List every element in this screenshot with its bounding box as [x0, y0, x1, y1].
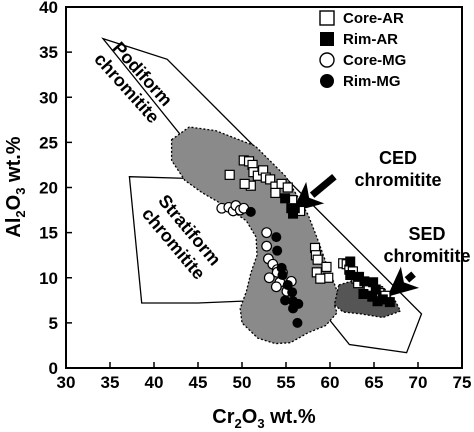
point-core-mg	[270, 281, 282, 293]
y-tick-label: 25	[39, 133, 58, 152]
legend-item-rim-ar: Rim-AR	[320, 31, 398, 48]
y-tick-label: 40	[39, 0, 58, 17]
x-tick-label: 40	[145, 373, 164, 392]
label-sed-chromitite: SED chromitite	[383, 224, 470, 266]
series-rim-ar	[280, 193, 395, 308]
legend-marker-rim-mg	[320, 74, 334, 88]
fields-layer	[101, 37, 423, 354]
y-tick-label: 15	[39, 224, 58, 243]
point-core-mg	[261, 227, 273, 239]
point-rim-mg	[287, 287, 298, 298]
x-tick-label: 65	[365, 373, 384, 392]
arrow-2	[387, 266, 420, 297]
point-core-ar	[315, 273, 326, 284]
point-rim-ar	[367, 291, 378, 302]
point-core-mg	[263, 272, 275, 284]
x-tick-label: 50	[233, 373, 252, 392]
point-core-ar	[265, 174, 276, 185]
y-tick-label: 35	[39, 43, 58, 62]
point-rim-ar	[288, 208, 299, 219]
legend-item-core-mg: Core-MG	[319, 52, 406, 69]
legend: Core-AR Rim-AR Core-MG Rim-MG	[319, 10, 406, 90]
point-rim-ar	[345, 270, 356, 281]
point-rim-ar	[289, 203, 300, 214]
legend-label-rim-ar: Rim-AR	[343, 31, 398, 48]
legend-item-rim-mg: Rim-MG	[320, 73, 401, 90]
x-tick-label: 55	[277, 373, 296, 392]
arrow-1	[292, 173, 337, 212]
x-tick-label: 60	[321, 373, 340, 392]
legend-label-core-mg: Core-MG	[343, 52, 406, 69]
point-rim-ar	[359, 276, 370, 287]
point-rim-mg	[288, 303, 299, 314]
point-rim-ar	[345, 256, 356, 267]
legend-marker-core-mg	[319, 52, 335, 68]
axes-layer: 30 35 40 45 50 55 60 65 70 75 0 5 10 15 20 25 30 35 40	[39, 0, 471, 392]
point-rim-ar	[384, 297, 395, 308]
legend-marker-rim-ar	[320, 32, 334, 46]
x-tick-label: 75	[453, 373, 472, 392]
field-ced	[170, 126, 340, 345]
point-rim-mg	[277, 270, 288, 281]
point-core-ar	[224, 169, 235, 180]
series-core-mg	[216, 200, 297, 297]
series-core-ar	[224, 155, 391, 301]
point-rim-mg	[282, 279, 293, 290]
legend-label-core-ar: Core-AR	[343, 10, 404, 27]
point-rim-mg	[245, 206, 256, 217]
legend-item-core-ar: Core-AR	[319, 10, 404, 27]
legend-marker-core-ar	[319, 10, 335, 26]
point-core-ar	[282, 182, 293, 193]
point-rim-mg	[272, 245, 283, 256]
x-tick-label: 35	[101, 373, 120, 392]
y-tick-label: 30	[39, 88, 58, 107]
x-tick-label: 70	[409, 373, 428, 392]
y-tick-label: 20	[39, 179, 58, 198]
y-axis-title: Al2O3 wt.%	[3, 136, 28, 237]
series-rim-mg	[245, 206, 304, 328]
x-tick-label: 45	[189, 373, 208, 392]
point-rim-mg	[271, 232, 282, 243]
point-rim-ar	[354, 271, 365, 282]
label-ced-chromitite: CED chromitite	[354, 148, 441, 190]
points-layer	[216, 155, 395, 328]
point-core-ar	[321, 261, 332, 273]
point-rim-ar	[280, 193, 291, 204]
x-axis-title: Cr2O3 wt.%	[212, 406, 316, 431]
y-tick-label: 10	[39, 269, 58, 288]
point-rim-ar	[358, 288, 369, 299]
point-rim-ar	[368, 277, 379, 288]
point-rim-ar	[372, 296, 383, 307]
point-core-ar	[312, 254, 323, 265]
point-rim-mg	[292, 317, 303, 328]
arrows-layer	[292, 173, 420, 297]
x-tick-label: 30	[57, 373, 76, 392]
y-tick-label: 0	[49, 359, 58, 378]
point-rim-ar	[370, 284, 381, 295]
legend-label-rim-mg: Rim-MG	[343, 73, 401, 90]
point-rim-ar	[377, 294, 388, 305]
y-tick-label: 5	[49, 314, 58, 333]
point-core-ar	[270, 187, 281, 199]
point-rim-mg	[280, 295, 291, 306]
point-core-ar	[239, 178, 250, 189]
point-core-mg	[261, 240, 273, 252]
